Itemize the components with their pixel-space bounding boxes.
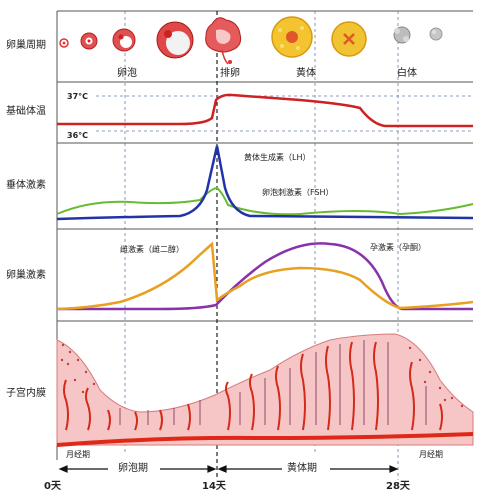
- endometrial-vessels: [63, 341, 443, 431]
- day-label-0: 0天: [44, 481, 61, 492]
- menstrual-debris-dots: [60, 343, 464, 408]
- stage-label-corpus-luteum: 黄体: [296, 68, 316, 79]
- estrogen-label: 雌激素（雌二醇）: [120, 245, 184, 254]
- corpus-luteum-icon: [271, 16, 313, 58]
- primary-follicle-icon: [80, 32, 98, 50]
- temp-label-low: 36°C: [67, 131, 89, 140]
- estrogen-curve: [56, 241, 474, 311]
- row-label-ovarian-hormones: 卵巢激素: [6, 270, 46, 281]
- ovary-cycle-row: [59, 16, 443, 65]
- lh-curve: [56, 145, 474, 221]
- ovulation-icon: [205, 17, 242, 65]
- fsh-label: 卵泡刺激素（FSH）: [262, 188, 334, 197]
- progesterone-label: 孕激素（孕酮）: [370, 243, 426, 252]
- row-label-pituitary: 垂体激素: [6, 180, 46, 191]
- phase-label-luteal: 黄体期: [287, 463, 317, 474]
- fsh-curve: [56, 186, 474, 216]
- progesterone-curve: [57, 242, 473, 311]
- bbt-curve: [57, 93, 473, 128]
- stage-label-follicle: 卵泡: [117, 68, 137, 79]
- degenerating-corpus-luteum-icon: [331, 21, 367, 57]
- phase-label-menses-end: 月经期: [419, 450, 443, 459]
- bbt-row: [57, 93, 473, 132]
- mature-follicle-icon: [156, 21, 194, 59]
- ovarian-hormone-row: [56, 241, 474, 311]
- stage-label-ovulation: 排卵: [220, 68, 240, 79]
- phase-label-menses-start: 月经期: [66, 450, 90, 459]
- row-label-endometrium: 子宫内膜: [6, 388, 46, 399]
- phase-arrows: [58, 465, 399, 473]
- phase-label-follicular: 卵泡期: [118, 463, 148, 474]
- secondary-follicle-icon: [112, 28, 136, 52]
- endometrium-row: [56, 333, 474, 447]
- primordial-follicle-icon: [59, 38, 69, 48]
- corpus-albicans-large-icon: [393, 26, 411, 44]
- day-label-14: 14天: [202, 481, 226, 492]
- day-label-28: 28天: [386, 481, 410, 492]
- stage-label-corpus-albicans: 白体: [397, 68, 417, 79]
- lh-label: 黄体生成素（LH）: [244, 153, 311, 162]
- corpus-albicans-small-icon: [429, 27, 443, 41]
- pituitary-row: [56, 145, 474, 221]
- temp-label-high: 37°C: [67, 92, 89, 101]
- row-label-bbt: 基础体温: [6, 106, 46, 117]
- basal-layer: [56, 432, 474, 447]
- row-label-ovary-cycle: 卵巢周期: [6, 40, 46, 51]
- row-separators: [56, 10, 473, 460]
- uterine-glands: [119, 340, 427, 425]
